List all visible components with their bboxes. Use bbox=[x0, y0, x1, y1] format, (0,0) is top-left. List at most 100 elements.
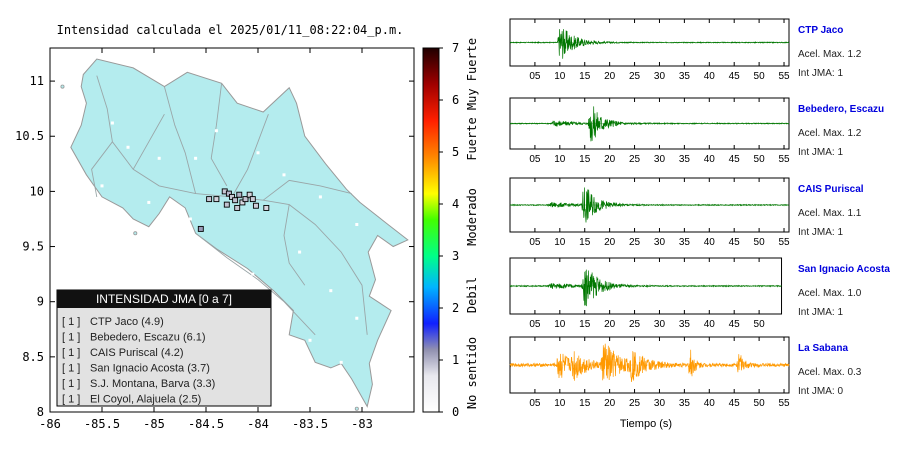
waveform-tick-label: 30 bbox=[654, 154, 666, 165]
waveform-tick-label: 10 bbox=[554, 154, 566, 165]
map-y-tick-label: 10.5 bbox=[15, 129, 44, 143]
legend-row-name: S.J. Montana, Barva (3.3) bbox=[90, 378, 215, 390]
waveform-tick-label: 50 bbox=[754, 319, 766, 330]
waveform-panels: 05 10 15 20 25 30 35 40 45 50 55 CTP Jaco Acel. Max.… bbox=[509, 18, 890, 409]
map-x-tick-label: -85 bbox=[143, 417, 165, 431]
intensity-colorbar: 0 1 2 3 4 5 6 7 No sentido Debil Moderado Fuerte Mu… bbox=[422, 38, 479, 419]
waveform-tick-label: 40 bbox=[704, 71, 716, 82]
legend-row-level: [ 1 ] bbox=[62, 394, 80, 406]
map-x-tick-label: -83.5 bbox=[292, 417, 328, 431]
legend-row-name: San Ignacio Acosta (3.7) bbox=[90, 363, 210, 375]
town-dot-10 bbox=[329, 289, 333, 293]
map-y-tick-label: 8.5 bbox=[22, 350, 44, 364]
station-jma-intensity: Int JMA: 0 bbox=[798, 386, 843, 397]
town-dot-4 bbox=[214, 129, 218, 133]
map-x-tick-label: -85.5 bbox=[84, 417, 120, 431]
intensity-map: -86 -85.5 -85 -84.5 -84 -83.5 -83 11 10.5 10 9.5 9… bbox=[15, 47, 415, 431]
station-name: La Sabana bbox=[798, 343, 848, 354]
road-9 bbox=[132, 113, 165, 170]
waveform-tick-label: 30 bbox=[654, 71, 666, 82]
station-jma-intensity: Int JMA: 1 bbox=[798, 68, 843, 79]
road-5 bbox=[91, 141, 113, 197]
waveform-tick-label: 35 bbox=[679, 319, 691, 330]
colorbar-tick-label: 7 bbox=[452, 41, 459, 55]
map-y-tick-label: 8 bbox=[37, 405, 44, 419]
colorbar-tick-label: 5 bbox=[452, 145, 459, 159]
waveform-tick-label: 45 bbox=[729, 71, 741, 82]
waveform-tick-label: 15 bbox=[579, 154, 591, 165]
waveform-tick-label: 25 bbox=[629, 71, 641, 82]
waveform-panel: 05 10 15 20 25 30 35 40 45 50 55 La Sabana Acel. Max… bbox=[509, 336, 862, 409]
waveform-tick-label: 30 bbox=[654, 398, 666, 409]
town-dot-7 bbox=[318, 195, 322, 199]
station-marker bbox=[263, 204, 270, 211]
legend-row-level: [ 1 ] bbox=[62, 363, 80, 375]
road-4 bbox=[195, 232, 316, 336]
town-dot-3 bbox=[194, 156, 198, 160]
town-dot-2 bbox=[157, 156, 161, 160]
waveform-trace bbox=[509, 29, 790, 59]
waveform-tick-label: 55 bbox=[778, 237, 790, 248]
legend-row-level: [ 1 ] bbox=[62, 332, 80, 344]
waveform-tick-label: 15 bbox=[579, 398, 591, 409]
station-jma-intensity: Int JMA: 1 bbox=[798, 147, 843, 158]
waveform-tick-label: 05 bbox=[529, 154, 541, 165]
town-dot-15 bbox=[147, 200, 151, 204]
station-name: Bebedero, Escazu bbox=[798, 104, 884, 115]
legend-title: INTENSIDAD JMA [0 a 7] bbox=[96, 292, 232, 306]
station-accel-max: Acel. Max. 1.1 bbox=[798, 208, 862, 219]
colorbar-scale bbox=[422, 47, 440, 413]
legend-box bbox=[56, 289, 272, 407]
station-marker bbox=[206, 196, 213, 203]
waveform-tick-label: 05 bbox=[529, 237, 541, 248]
colorbar-category-label: Debil bbox=[465, 277, 479, 313]
island-0 bbox=[60, 84, 65, 89]
legend-row-name: CAIS Puriscal (4.2) bbox=[90, 347, 184, 359]
waveform-panel: 05 10 15 20 25 30 35 40 45 50 55 Bebedero, Escazu Ac… bbox=[509, 97, 884, 165]
station-marker bbox=[234, 204, 241, 211]
waveform-tick-label: 25 bbox=[629, 319, 641, 330]
colorbar-category-label: Fuerte bbox=[465, 117, 479, 160]
waveform-panel: 05 10 15 20 25 30 35 40 45 50 San Ignacio Acosta Ac… bbox=[509, 257, 890, 330]
waveform-tick-label: 55 bbox=[778, 71, 790, 82]
waveform-tick-label: 55 bbox=[778, 398, 790, 409]
waveform-tick-label: 40 bbox=[704, 398, 716, 409]
waveform-trace bbox=[509, 187, 789, 223]
waveform-trace bbox=[509, 269, 782, 307]
waveform-tick-label: 05 bbox=[529, 71, 541, 82]
waveform-tick-label: 50 bbox=[754, 71, 766, 82]
waveform-tick-label: 15 bbox=[579, 319, 591, 330]
station-name: San Ignacio Acosta bbox=[798, 264, 890, 275]
map-x-tick-label: -83 bbox=[351, 417, 373, 431]
map-y-tick-label: 9 bbox=[37, 295, 44, 309]
colorbar-ticks: 0 1 2 3 4 5 6 7 bbox=[439, 41, 459, 419]
map-y-tick-label: 9.5 bbox=[22, 240, 44, 254]
town-dot-16 bbox=[100, 184, 104, 188]
station-marker bbox=[223, 201, 230, 208]
map-x-tick-label: -84 bbox=[247, 417, 269, 431]
waveform-tick-label: 40 bbox=[704, 237, 716, 248]
legend-row-level: [ 1 ] bbox=[62, 347, 80, 359]
town-dot-8 bbox=[355, 222, 359, 226]
road-3 bbox=[262, 179, 352, 201]
station-marker bbox=[236, 191, 243, 198]
legend-row-name: CTP Jaco (4.9) bbox=[90, 316, 164, 328]
station-name: CTP Jaco bbox=[798, 25, 843, 36]
map-y-tick-label: 10 bbox=[30, 184, 44, 198]
waveform-tick-label: 50 bbox=[754, 398, 766, 409]
station-accel-max: Acel. Max. 1.2 bbox=[798, 128, 862, 139]
colorbar-tick-label: 3 bbox=[452, 249, 459, 263]
town-dot-1 bbox=[126, 145, 130, 149]
colorbar-tick-label: 2 bbox=[452, 301, 459, 315]
waveform-tick-label: 55 bbox=[778, 154, 790, 165]
waveform-tick-label: 15 bbox=[579, 237, 591, 248]
road-7 bbox=[210, 83, 228, 187]
waveform-xlabel: Tiempo (s) bbox=[620, 418, 672, 430]
station-jma-intensity: Int JMA: 1 bbox=[798, 307, 843, 318]
land-shape bbox=[70, 58, 409, 408]
town-dot-13 bbox=[251, 272, 255, 276]
waveform-tick-label: 45 bbox=[729, 154, 741, 165]
waveform-tick-label: 05 bbox=[529, 319, 541, 330]
colorbar-tick-label: 1 bbox=[452, 353, 459, 367]
map-x-tick-label: -86 bbox=[39, 417, 61, 431]
